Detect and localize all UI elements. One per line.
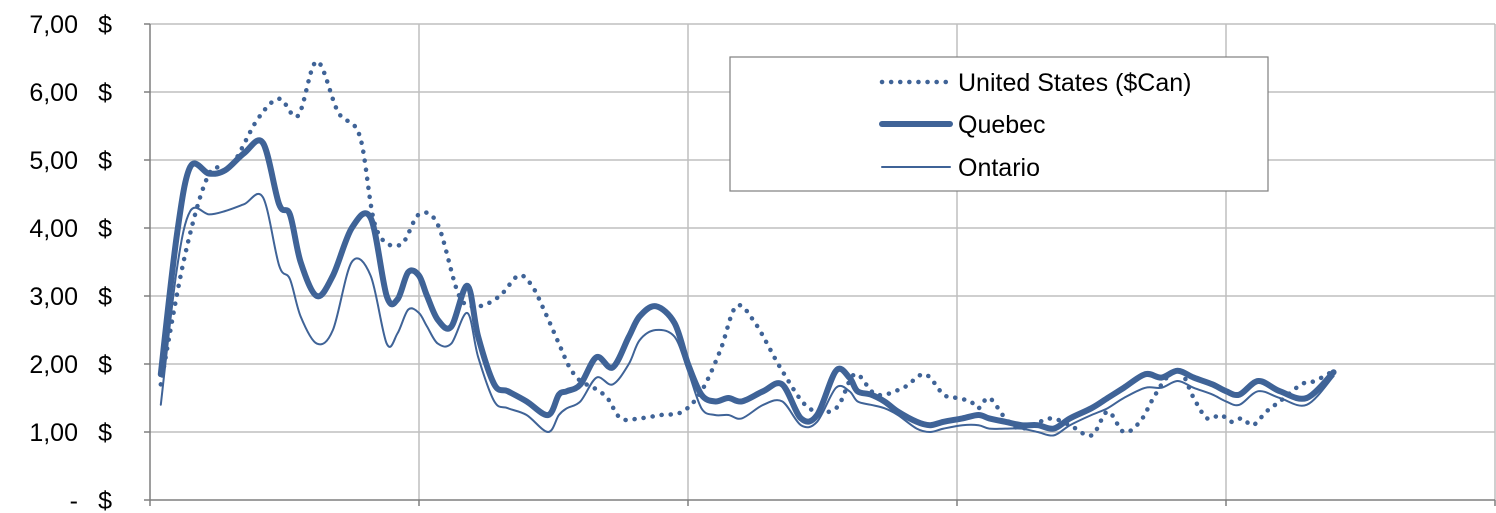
y-axis-tick-labels: - $1,00 $2,00 $3,00 $4,00 $5,00 $6,00 $7,00 $	[29, 11, 112, 513]
y-tick-label: 2,00	[29, 351, 78, 379]
legend-label: United States ($Can)	[958, 69, 1191, 97]
y-tick-currency: $	[98, 351, 112, 379]
axes	[144, 23, 1496, 506]
y-tick-label: 6,00	[29, 79, 78, 107]
y-tick-label: 7,00	[29, 11, 78, 39]
y-tick-label: 4,00	[29, 215, 78, 243]
y-tick-currency: $	[98, 487, 112, 513]
series-line-dotted	[158, 59, 1336, 438]
y-tick-currency: $	[98, 79, 112, 107]
series-line-thick	[157, 137, 1337, 432]
y-tick-label: 5,00	[29, 147, 78, 175]
y-tick-label: -	[70, 487, 78, 513]
y-tick-currency: $	[98, 419, 112, 447]
series-lines	[157, 59, 1337, 438]
legend-box	[729, 56, 1269, 192]
y-tick-currency: $	[98, 215, 112, 243]
y-tick-currency: $	[98, 11, 112, 39]
legend-label: Quebec	[958, 111, 1046, 139]
legend: United States ($Can) Quebec Ontario	[729, 56, 1269, 192]
y-tick-label: 1,00	[29, 419, 78, 447]
legend-label: Ontario	[958, 154, 1040, 182]
y-tick-label: 3,00	[29, 283, 78, 311]
y-tick-currency: $	[98, 147, 112, 175]
y-tick-currency: $	[98, 283, 112, 311]
series-line-thin	[159, 192, 1335, 437]
